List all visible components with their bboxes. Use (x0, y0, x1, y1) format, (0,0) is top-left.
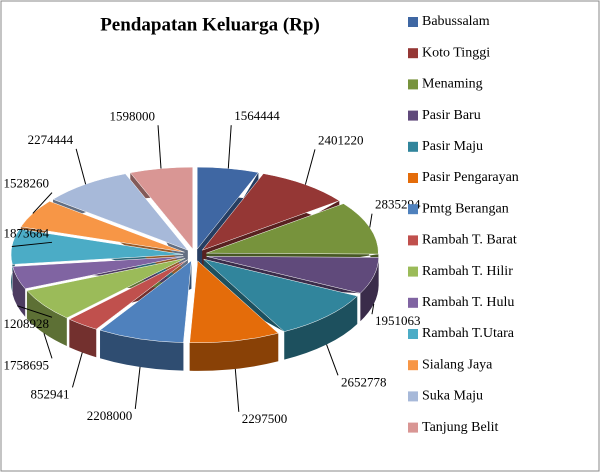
leader-line (32, 192, 53, 214)
slice (12, 256, 184, 289)
legend-label: Pasir Baru (422, 108, 481, 123)
leader-line (234, 368, 240, 412)
leader-line (326, 344, 339, 376)
data-label: 2274444 (28, 132, 74, 147)
leader-line (371, 303, 375, 315)
leader-line (75, 148, 87, 185)
slice (201, 173, 340, 251)
leader-line (17, 305, 53, 318)
data-label: 1758695 (4, 357, 50, 372)
legend-swatch (408, 204, 418, 215)
legend-label: Pasir Maju (422, 139, 483, 154)
legend-label: Pasir Pengarayan (422, 170, 519, 185)
legend-swatch (408, 360, 418, 371)
slice-side (130, 167, 193, 278)
slice (26, 258, 186, 319)
slice (99, 260, 192, 343)
legend-swatch (408, 235, 418, 246)
legend-swatch (408, 297, 418, 308)
legend-label: Tanjung Belit (422, 420, 499, 435)
legend-label: Sialang Jaya (422, 357, 493, 372)
leader-line (43, 333, 53, 359)
legend-label: Rambah T.Utara (422, 326, 515, 341)
slice (189, 260, 279, 344)
data-label: 1951063 (375, 313, 421, 328)
slice (68, 259, 188, 330)
legend-label: Suka Maju (422, 389, 483, 404)
data-label: 2652778 (341, 374, 387, 389)
legend-swatch (408, 391, 418, 402)
data-labels: 1564444240122028352941951063265277822975… (4, 108, 422, 426)
data-label: 2297500 (242, 411, 288, 426)
legend-swatch (408, 48, 418, 59)
legend-label: Babussalam (422, 14, 490, 29)
legend-swatch (408, 173, 418, 183)
leader-line (304, 149, 316, 185)
data-label: 1598000 (110, 108, 156, 123)
leader-line (227, 125, 232, 169)
legend-swatch (408, 422, 418, 433)
slice (203, 258, 358, 332)
slice (52, 173, 189, 251)
legend-swatch (408, 329, 418, 339)
slice (206, 256, 379, 294)
legend-label: Rambah T. Hulu (422, 295, 514, 310)
legend-label: Rambah T. Hilir (422, 264, 513, 279)
legend-swatch (408, 141, 418, 152)
data-label: 1208928 (4, 316, 50, 331)
data-label: 2401220 (318, 132, 364, 147)
data-label: 1873684 (4, 225, 50, 240)
leader-line (71, 352, 83, 388)
legend-swatch (408, 110, 418, 121)
legend-swatch (408, 17, 418, 27)
data-label: 852941 (30, 386, 69, 401)
legend-swatch (408, 79, 418, 90)
slice (20, 200, 185, 253)
data-label: 1528260 (4, 176, 50, 191)
leader-line (11, 241, 53, 248)
leader-line (157, 125, 162, 169)
slice (206, 203, 379, 255)
legend-label: Menaming (422, 77, 483, 92)
data-label: 1564444 (234, 108, 280, 123)
legend-swatch (408, 266, 418, 277)
legend-label: Rambah T. Barat (422, 233, 517, 248)
pie-tops (10, 166, 379, 344)
chart-title: Pendapatan Keluarga (Rp) (100, 14, 320, 35)
data-label: 2208000 (87, 408, 133, 423)
legend-label: Koto Tinggi (422, 45, 490, 60)
leader-line (369, 213, 373, 228)
leader-line (134, 366, 141, 410)
legend-label: Pmtg Berangan (422, 201, 509, 216)
